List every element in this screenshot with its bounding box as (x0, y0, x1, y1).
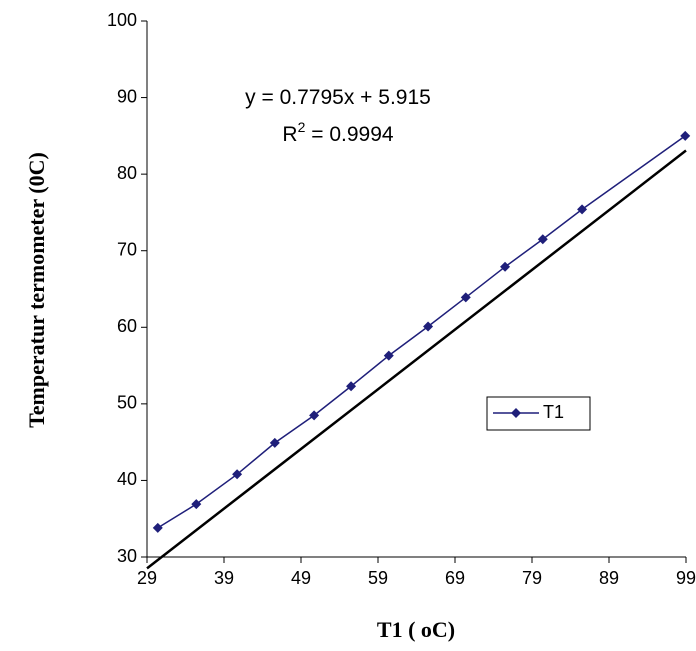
series-line (157, 135, 686, 529)
legend-label: T1 (543, 402, 564, 422)
equation: y = 0.7795x + 5.915 (245, 86, 431, 109)
y-tick-label: 100 (107, 10, 137, 30)
x-tick-label: 59 (368, 568, 388, 588)
data-point (460, 292, 471, 303)
x-tick-label: 29 (137, 568, 157, 588)
r-sup: 2 (298, 119, 306, 135)
y-tick-label: 30 (117, 546, 137, 566)
x-tick-label: 99 (676, 568, 696, 588)
data-point (537, 234, 548, 245)
y-tick-label: 50 (117, 393, 137, 413)
y-axis-title: Temperatur termometer (0C) (24, 152, 49, 428)
x-tick-label: 79 (522, 568, 542, 588)
data-point (423, 321, 434, 332)
y-tick-label: 70 (117, 239, 137, 259)
data-point (346, 381, 357, 392)
data-point (191, 499, 202, 510)
y-tick-label: 40 (117, 469, 137, 489)
data-point (269, 437, 280, 448)
trendline (146, 149, 687, 570)
x-axis-title: T1 ( oC) (377, 617, 455, 642)
r-value: = 0.9994 (305, 123, 393, 146)
data-point (577, 204, 588, 215)
data-point (500, 261, 511, 272)
x-tick-label: 49 (291, 568, 311, 588)
y-tick-label: 60 (117, 316, 137, 336)
data-point (383, 350, 394, 361)
legend-marker (511, 408, 521, 418)
r-squared: R2 = 0.9994 (282, 119, 393, 146)
data-point (309, 410, 320, 421)
data-point (680, 130, 691, 141)
r-label: R (282, 123, 297, 146)
x-tick-label: 39 (214, 568, 234, 588)
data-point (232, 469, 243, 480)
y-tick-label: 90 (117, 86, 137, 106)
y-tick-label: 80 (117, 163, 137, 183)
data-point (152, 522, 163, 533)
x-tick-label: 69 (445, 568, 465, 588)
x-tick-label: 89 (599, 568, 619, 588)
